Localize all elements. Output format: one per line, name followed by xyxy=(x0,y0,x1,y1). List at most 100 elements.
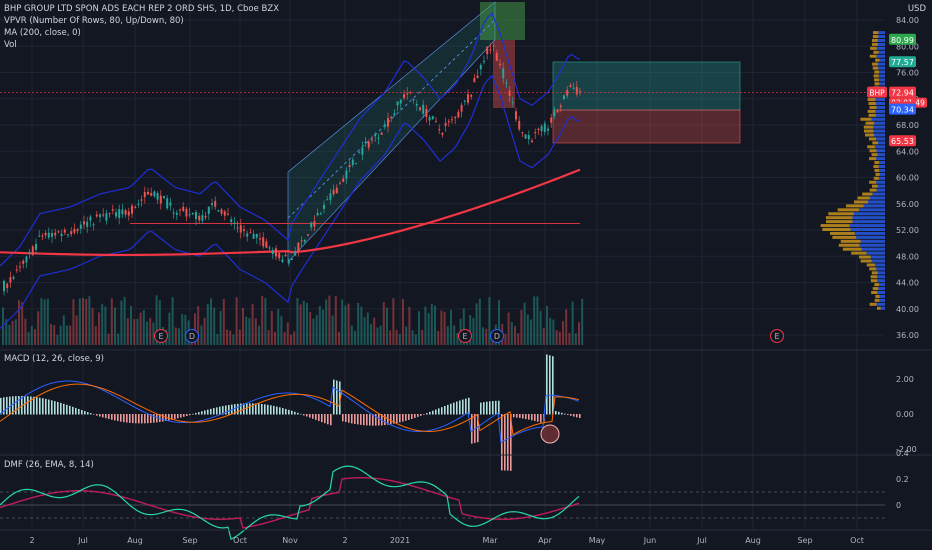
volume-bar xyxy=(498,300,500,345)
dmf-pane[interactable] xyxy=(0,465,885,540)
macd-histogram-bar xyxy=(168,414,170,421)
vpvr-bar-down xyxy=(873,74,879,78)
volume-bar xyxy=(75,315,78,345)
envelope-upper xyxy=(0,12,581,267)
macd-histogram-bar xyxy=(123,414,125,423)
volume-bar xyxy=(485,328,488,345)
earnings-marker[interactable]: E xyxy=(770,329,784,343)
earnings-marker[interactable]: E xyxy=(154,329,168,343)
macd-histogram-bar xyxy=(57,401,59,415)
candle-body xyxy=(505,82,508,84)
candle-body xyxy=(355,163,357,165)
vpvr-bar-up xyxy=(877,291,885,294)
macd-histogram-bar xyxy=(372,414,374,426)
dmf-axis-label: 0.4 xyxy=(896,449,909,458)
macd-title[interactable]: MACD (12, 26, close, 9) xyxy=(4,354,104,364)
macd-histogram-bar xyxy=(480,402,482,415)
price-tag xyxy=(889,33,916,45)
volume-bar xyxy=(325,299,328,345)
marker-label: E xyxy=(158,332,163,341)
volume-bar xyxy=(370,324,372,345)
vpvr-bar-down xyxy=(870,275,878,279)
marker-circle xyxy=(185,329,199,343)
candle-body xyxy=(566,89,569,96)
macd-histogram-bar xyxy=(63,403,65,415)
dividend-marker[interactable]: D xyxy=(490,329,504,343)
symbol-tag xyxy=(867,86,887,98)
candle-body xyxy=(367,141,370,148)
candle-body xyxy=(463,100,466,102)
candle-body xyxy=(252,233,255,239)
volume-bar xyxy=(34,329,36,345)
volume-bar xyxy=(328,295,331,345)
volume-bar xyxy=(62,315,65,345)
macd-histogram-bar xyxy=(279,407,281,415)
volume-bar xyxy=(315,315,318,345)
candle-body xyxy=(479,64,482,70)
volume-bar xyxy=(392,298,395,345)
vpvr-bar-down xyxy=(842,247,862,251)
macd-histogram-bar xyxy=(447,404,449,415)
candle-body xyxy=(35,243,37,250)
candle-body xyxy=(297,242,300,252)
indicator-ma[interactable]: MA (200, close, 0) xyxy=(4,28,81,38)
macd-histogram-bar xyxy=(399,414,401,423)
macd-histogram-bar xyxy=(573,414,575,417)
macd-histogram-bar xyxy=(114,414,116,421)
volume-bar xyxy=(568,332,571,345)
price-tag xyxy=(889,135,916,147)
indicator-vpvr[interactable]: VPVR (Number Of Rows, 80, Up/Down, 80) xyxy=(4,16,184,26)
macd-pane[interactable] xyxy=(0,354,581,471)
volume-bar xyxy=(206,304,209,345)
macd-histogram-bar xyxy=(156,414,158,423)
price-axis-label: 68.00 xyxy=(896,121,919,130)
vpvr-bar-up xyxy=(876,188,885,192)
vpvr-bar-up xyxy=(875,98,885,102)
candle-body xyxy=(563,95,565,100)
dmf-title[interactable]: DMF (26, EMA, 8, 14) xyxy=(4,460,94,470)
volume-bar xyxy=(146,321,148,345)
macd-histogram-bar xyxy=(258,403,260,415)
macd-histogram-bar xyxy=(93,414,95,415)
candle-body xyxy=(447,121,450,123)
vpvr-bar-down xyxy=(873,50,879,54)
candle-body xyxy=(175,212,178,215)
vpvr-bar-down xyxy=(830,231,855,235)
volume-bar xyxy=(430,303,433,345)
earnings-marker[interactable]: E xyxy=(458,329,472,343)
vpvr-bar-down xyxy=(869,302,877,306)
volume-bar xyxy=(107,333,110,345)
macd-histogram-bar xyxy=(81,410,83,415)
vpvr-bar-down xyxy=(860,117,872,121)
marker-circle xyxy=(770,329,784,343)
dmf-ema-line xyxy=(0,477,580,529)
candle-body xyxy=(31,246,34,255)
macd-histogram-bar xyxy=(99,414,101,417)
candle-body xyxy=(204,215,207,218)
vpvr-bar-down xyxy=(874,168,880,172)
candle-body xyxy=(499,63,501,66)
volume-bar xyxy=(520,309,523,345)
volume-bar xyxy=(24,318,27,345)
candle-body xyxy=(281,259,284,262)
candle-body xyxy=(575,87,578,95)
time-axis-label: 2021 xyxy=(390,536,410,545)
macd-histogram-bar xyxy=(183,414,185,417)
macd-histogram-bar xyxy=(558,411,560,415)
macd-histogram-bar xyxy=(432,410,434,415)
volume-bar xyxy=(219,310,222,345)
macd-histogram-bar xyxy=(477,414,479,443)
vpvr-bar-up xyxy=(877,42,885,46)
indicator-vol[interactable]: Vol xyxy=(4,40,17,50)
volume-bar xyxy=(443,311,446,345)
volume-bar xyxy=(98,312,100,345)
vpvr-bar-up xyxy=(854,231,885,235)
vpvr-bar-down xyxy=(870,46,877,50)
volume-bar xyxy=(395,329,398,345)
vpvr-bar-up xyxy=(853,212,885,216)
macd-histogram-bar xyxy=(384,414,386,426)
dividend-marker[interactable]: D xyxy=(185,329,199,343)
vpvr-bar-up xyxy=(873,129,885,133)
